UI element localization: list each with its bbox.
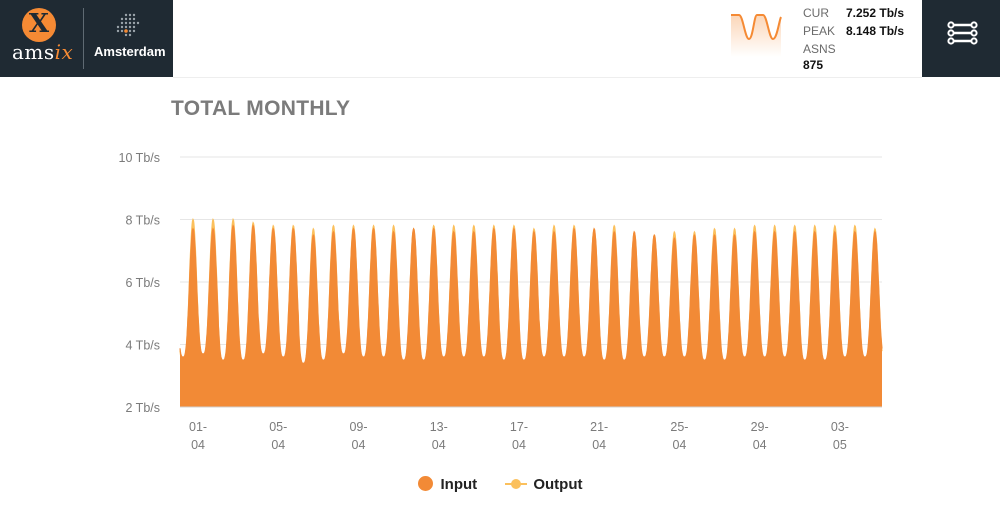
x-tick-label: 04 (191, 438, 205, 452)
x-tick-label: 04 (432, 438, 446, 452)
y-tick-label: 4 Tb/s (125, 339, 160, 353)
netherlands-map-icon (116, 13, 140, 37)
x-tick-label: 04 (672, 438, 686, 452)
amsix-logo[interactable]: X amsix Amsterdam (0, 0, 173, 77)
amsix-x-icon: X (22, 8, 56, 42)
sparkline-thumbnail[interactable] (729, 7, 783, 57)
x-tick-label: 04 (753, 438, 767, 452)
x-tick-label: 04 (592, 438, 606, 452)
logo-divider (83, 8, 84, 69)
x-tick-label: 17- (510, 420, 528, 434)
hamburger-menu-icon (947, 21, 978, 45)
x-tick-label: 05- (269, 420, 287, 434)
x-tick-label: 04 (271, 438, 285, 452)
x-tick-label: 21- (590, 420, 608, 434)
x-tick-label: 03- (831, 420, 849, 434)
cur-label: CUR (803, 6, 829, 20)
asns-value: 875 (803, 58, 824, 72)
legend-output[interactable]: Output (505, 476, 582, 493)
header-divider (173, 77, 922, 78)
city-label: Amsterdam (94, 44, 166, 59)
x-tick-label: 25- (670, 420, 688, 434)
chart-title: TOTAL MONTHLY (171, 97, 351, 120)
input-series-area (180, 225, 882, 407)
peak-label: PEAK (803, 24, 836, 38)
input-legend-dot (417, 476, 433, 491)
asns-label: ASNS (803, 42, 836, 56)
x-tick-label: 29- (751, 420, 769, 434)
input-series-line (179, 224, 883, 364)
x-tick-label: 04 (352, 438, 366, 452)
x-tick-label: 04 (512, 438, 526, 452)
legend-input[interactable]: Input (417, 476, 478, 493)
menu-button[interactable] (922, 0, 1000, 77)
legend-output-label: Output (533, 476, 583, 493)
x-tick-label: 13- (430, 420, 448, 434)
output-legend-marker (505, 478, 528, 490)
peak-value: 8.148 Tb/s (846, 24, 905, 38)
y-tick-label: 2 Tb/s (125, 401, 160, 415)
y-tick-label: 8 Tb/s (125, 214, 160, 228)
y-tick-label: 6 Tb/s (125, 276, 160, 290)
x-tick-label: 05 (833, 438, 847, 452)
legend-input-label: Input (440, 476, 478, 493)
cur-value: 7.252 Tb/s (846, 6, 905, 20)
logo-wordmark: amsix (12, 40, 74, 64)
x-tick-label: 09- (349, 420, 367, 434)
chart-legend: Input Output (0, 476, 1000, 493)
x-tick-label: 01- (189, 420, 207, 434)
y-tick-label: 10 Tb/s (119, 151, 160, 165)
